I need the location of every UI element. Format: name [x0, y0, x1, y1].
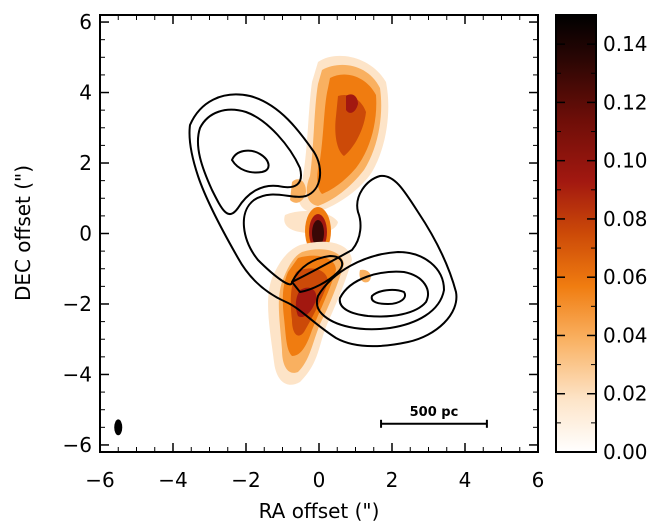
- x-tick-label: −4: [158, 468, 187, 492]
- contour-lower-inner: [315, 251, 445, 331]
- colorbar-tick-label: 0.02: [603, 382, 648, 406]
- scale-bar-label: 500 pc: [410, 405, 459, 420]
- y-tick-label: −6: [63, 433, 92, 457]
- emission-map: [268, 55, 389, 385]
- contour-lower-mid: [338, 270, 429, 318]
- colorbar-tick-label: 0.04: [603, 323, 648, 347]
- y-tick-label: 0: [79, 222, 92, 246]
- x-tick-label: 4: [459, 468, 472, 492]
- y-tick-label: 4: [79, 81, 92, 105]
- x-tick-label: 0: [313, 468, 326, 492]
- colorbar-tick-label: 0.14: [603, 32, 648, 56]
- colorbar-frame: [555, 14, 597, 453]
- scale-bar: 500 pc: [380, 405, 488, 428]
- y-axis-title: DEC offset ("): [11, 165, 35, 301]
- x-tick-label: −6: [85, 468, 114, 492]
- y-tick-label: 6: [79, 10, 92, 34]
- colorbar-tick-label: 0.00: [603, 440, 648, 464]
- northern-emission: [284, 55, 389, 234]
- contours: [188, 93, 458, 348]
- colorbar-tick-label: 0.08: [603, 207, 648, 231]
- x-tick-label: 6: [532, 468, 545, 492]
- x-axis-title: RA offset ("): [259, 499, 380, 523]
- contour-upper-inner: [196, 108, 302, 215]
- contour-lower-core: [370, 288, 406, 305]
- y-axis: −6 −4 −2 0 2 4 6: [63, 10, 538, 457]
- colorbar-gradient: [556, 15, 596, 452]
- colorbar-tick-label: 0.06: [603, 265, 648, 289]
- x-tick-label: 2: [386, 468, 399, 492]
- contour-upper-core: [231, 149, 270, 174]
- colorbar-axis: 0.00 0.02 0.04 0.06 0.08 0.10 0.12 0.14: [556, 32, 648, 464]
- contour-connector: [291, 255, 344, 293]
- y-tick-label: −2: [63, 292, 92, 316]
- beam-ellipse: [114, 419, 123, 436]
- x-axis: −6 −4 −2 0 2 4 6: [85, 15, 544, 492]
- colorbar-tick-label: 0.12: [603, 90, 648, 114]
- y-tick-label: −4: [63, 362, 92, 386]
- contour-outer: [188, 93, 458, 348]
- colorbar-tick-label: 0.10: [603, 149, 648, 173]
- y-tick-label: 2: [79, 151, 92, 175]
- x-tick-label: −2: [231, 468, 260, 492]
